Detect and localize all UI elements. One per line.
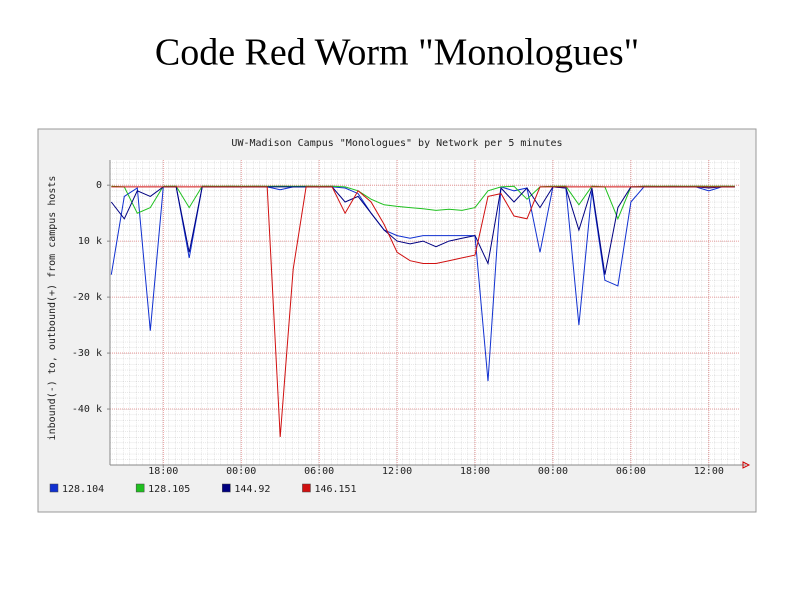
legend-swatch [222,483,231,493]
x-tick-label: 06:00 [304,466,334,477]
legend-label: 144.92 [234,484,270,495]
y-tick-label: -30 k [72,348,102,359]
y-tick-label: 10 k [78,236,102,247]
x-tick-label: 18:00 [460,466,490,477]
legend-swatch [49,483,59,493]
y-axis-label: inbound(-) to, outbound(+) from campus h… [47,176,58,441]
minor-grid [110,160,740,465]
legend-swatch [302,483,311,493]
x-tick-label: 12:00 [382,466,412,477]
legend-label: 146.151 [314,484,356,495]
legend-label: 128.105 [148,484,190,495]
legend-swatch [135,483,145,493]
x-tick-label: 00:00 [538,466,568,477]
y-tick-label: -20 k [72,292,102,303]
chart-title: UW-Madison Campus "Monologues" by Networ… [231,138,562,149]
x-tick-label: 06:00 [616,466,646,477]
slide-title: Code Red Worm "Monologues" [155,32,639,74]
x-tick-label: 00:00 [226,466,256,477]
x-tick-label: 12:00 [694,466,724,477]
y-tick-label: -40 k [72,404,102,415]
legend-label: 128.104 [62,484,104,495]
x-axis-arrow [742,461,751,469]
series-line [111,186,735,438]
x-tick-label: 18:00 [148,466,178,477]
y-tick-label: 0 [96,180,102,191]
